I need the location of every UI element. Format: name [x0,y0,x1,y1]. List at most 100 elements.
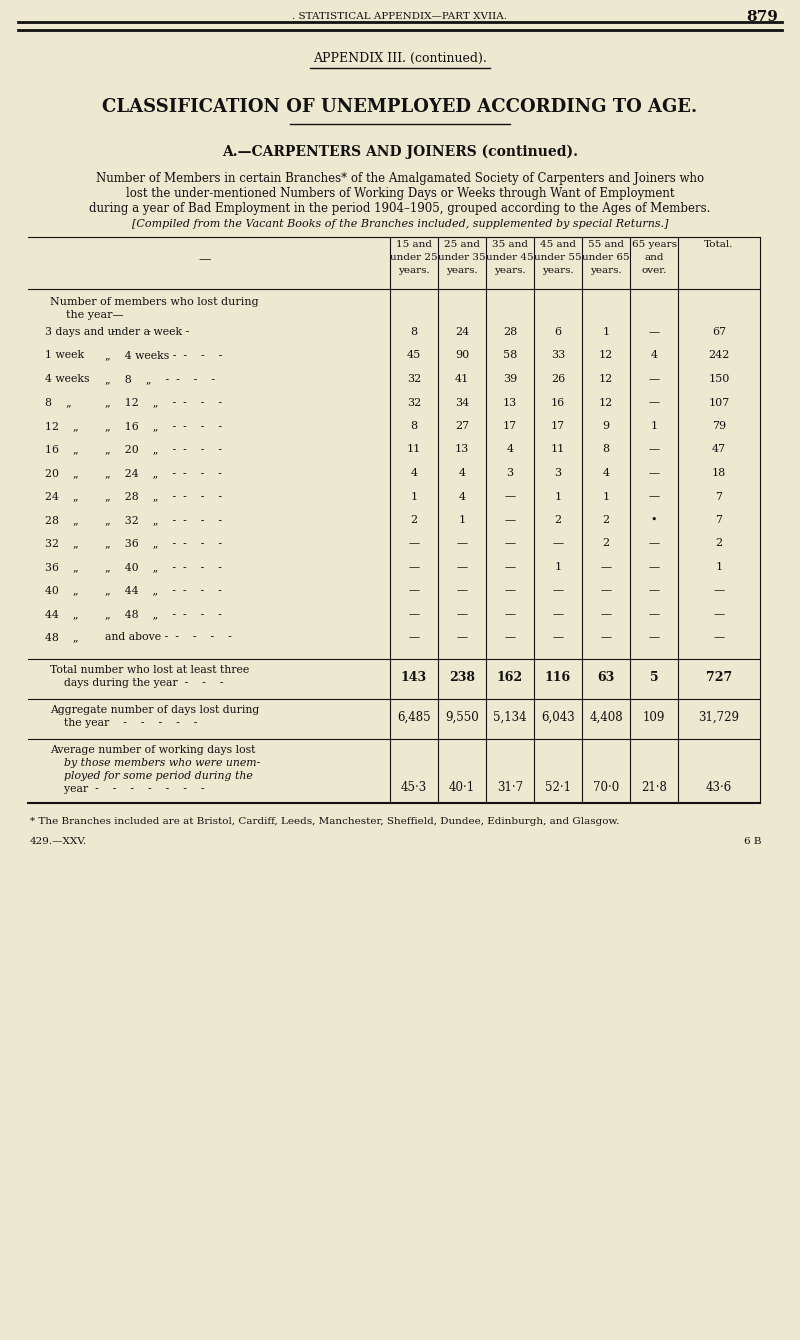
Text: over.: over. [642,267,666,275]
Text: —: — [649,539,659,548]
Text: Number of members who lost during: Number of members who lost during [50,297,258,307]
Text: 33: 33 [551,351,565,360]
Text: 52·1: 52·1 [545,781,571,795]
Text: 4: 4 [506,445,514,454]
Text: —: — [553,586,563,595]
Text: 27: 27 [455,421,469,431]
Text: 45 and: 45 and [540,240,576,249]
Text: —: — [505,632,515,642]
Text: 24    „: 24 „ [45,492,78,501]
Text: 18: 18 [712,468,726,478]
Text: 24: 24 [455,327,469,336]
Text: 58: 58 [503,351,517,360]
Text: 1: 1 [410,492,418,501]
Text: —: — [409,539,419,548]
Text: —: — [457,539,467,548]
Text: 70·0: 70·0 [593,781,619,795]
Text: 11: 11 [551,445,565,454]
Text: 12    „: 12 „ [45,421,78,431]
Text: 8: 8 [602,445,610,454]
Text: 31,729: 31,729 [698,712,739,724]
Text: 8    „: 8 „ [45,398,72,407]
Text: 7: 7 [715,492,722,501]
Text: 4: 4 [458,468,466,478]
Text: —: — [409,632,419,642]
Text: 20    „: 20 „ [45,468,78,478]
Text: 31·7: 31·7 [497,781,523,795]
Text: 36    „: 36 „ [45,561,78,572]
Text: 26: 26 [551,374,565,385]
Text: 429.—XXV.: 429.—XXV. [30,838,87,846]
Text: the year—: the year— [66,310,124,320]
Text: and: and [644,253,664,263]
Text: lost the under-mentioned Numbers of Working Days or Weeks through Want of Employ: lost the under-mentioned Numbers of Work… [126,188,674,200]
Text: 79: 79 [712,421,726,431]
Text: —: — [457,561,467,572]
Text: 150: 150 [708,374,730,385]
Text: 12: 12 [599,351,613,360]
Text: 1 week: 1 week [45,351,84,360]
Text: 65 years: 65 years [631,240,677,249]
Text: 1: 1 [715,561,722,572]
Text: 109: 109 [643,712,665,724]
Text: years.: years. [542,267,574,275]
Text: and above -  -    -    -    -: and above - - - - - [105,632,232,642]
Text: —: — [649,468,659,478]
Text: —: — [505,515,515,525]
Text: 17: 17 [551,421,565,431]
Text: Total.: Total. [704,240,734,249]
Text: 4: 4 [458,492,466,501]
Text: 48    „: 48 „ [45,632,78,642]
Text: . STATISTICAL APPENDIX—PART XVIIA.: . STATISTICAL APPENDIX—PART XVIIA. [293,12,507,21]
Text: 45: 45 [407,351,421,360]
Text: under 65: under 65 [582,253,630,263]
Text: „    12    „    -  -    -    -: „ 12 „ - - - - [105,398,222,407]
Text: 12: 12 [599,398,613,407]
Text: —: — [649,561,659,572]
Text: Aggregate number of days lost during: Aggregate number of days lost during [50,705,259,716]
Text: Number of Members in certain Branches* of the Amalgamated Society of Carpenters : Number of Members in certain Branches* o… [96,172,704,185]
Text: 63: 63 [598,671,614,683]
Text: —: — [649,632,659,642]
Text: 238: 238 [449,671,475,683]
Text: CLASSIFICATION OF UNEMPLOYED ACCORDING TO AGE.: CLASSIFICATION OF UNEMPLOYED ACCORDING T… [102,98,698,117]
Text: 39: 39 [503,374,517,385]
Text: 6: 6 [554,327,562,336]
Text: —: — [409,608,419,619]
Text: —: — [601,561,611,572]
Text: 2: 2 [715,539,722,548]
Text: 7: 7 [715,515,722,525]
Text: 28    „: 28 „ [45,515,78,525]
Text: —: — [714,608,725,619]
Text: 90: 90 [455,351,469,360]
Text: 727: 727 [706,671,732,683]
Text: 45·3: 45·3 [401,781,427,795]
Text: —: — [553,608,563,619]
Text: by those members who were unem-: by those members who were unem- [50,758,260,768]
Text: 4: 4 [602,468,610,478]
Text: —: — [601,608,611,619]
Text: 4 weeks: 4 weeks [45,374,90,385]
Text: „    16    „    -  -    -    -: „ 16 „ - - - - [105,421,222,431]
Text: under 55: under 55 [534,253,582,263]
Text: —: — [649,492,659,501]
Text: 5,134: 5,134 [493,712,527,724]
Text: „    28    „    -  -    -    -: „ 28 „ - - - - [105,492,222,501]
Text: 3: 3 [554,468,562,478]
Text: „    36    „    -  -    -    -: „ 36 „ - - - - [105,539,222,548]
Text: „    8    „    -  -    -    -: „ 8 „ - - - - [105,374,215,385]
Text: —: — [714,632,725,642]
Text: 32: 32 [407,398,421,407]
Text: 5: 5 [650,671,658,683]
Text: Total number who lost at least three: Total number who lost at least three [50,665,250,675]
Text: 3 days and under a week -: 3 days and under a week - [45,327,190,336]
Text: 9,550: 9,550 [445,712,479,724]
Text: 16: 16 [551,398,565,407]
Text: —: — [649,374,659,385]
Text: 13: 13 [455,445,469,454]
Text: 162: 162 [497,671,523,683]
Text: „    24    „    -  -    -    -: „ 24 „ - - - - [105,468,222,478]
Text: —: — [457,586,467,595]
Text: 6 B: 6 B [745,838,762,846]
Text: 16    „: 16 „ [45,445,78,454]
